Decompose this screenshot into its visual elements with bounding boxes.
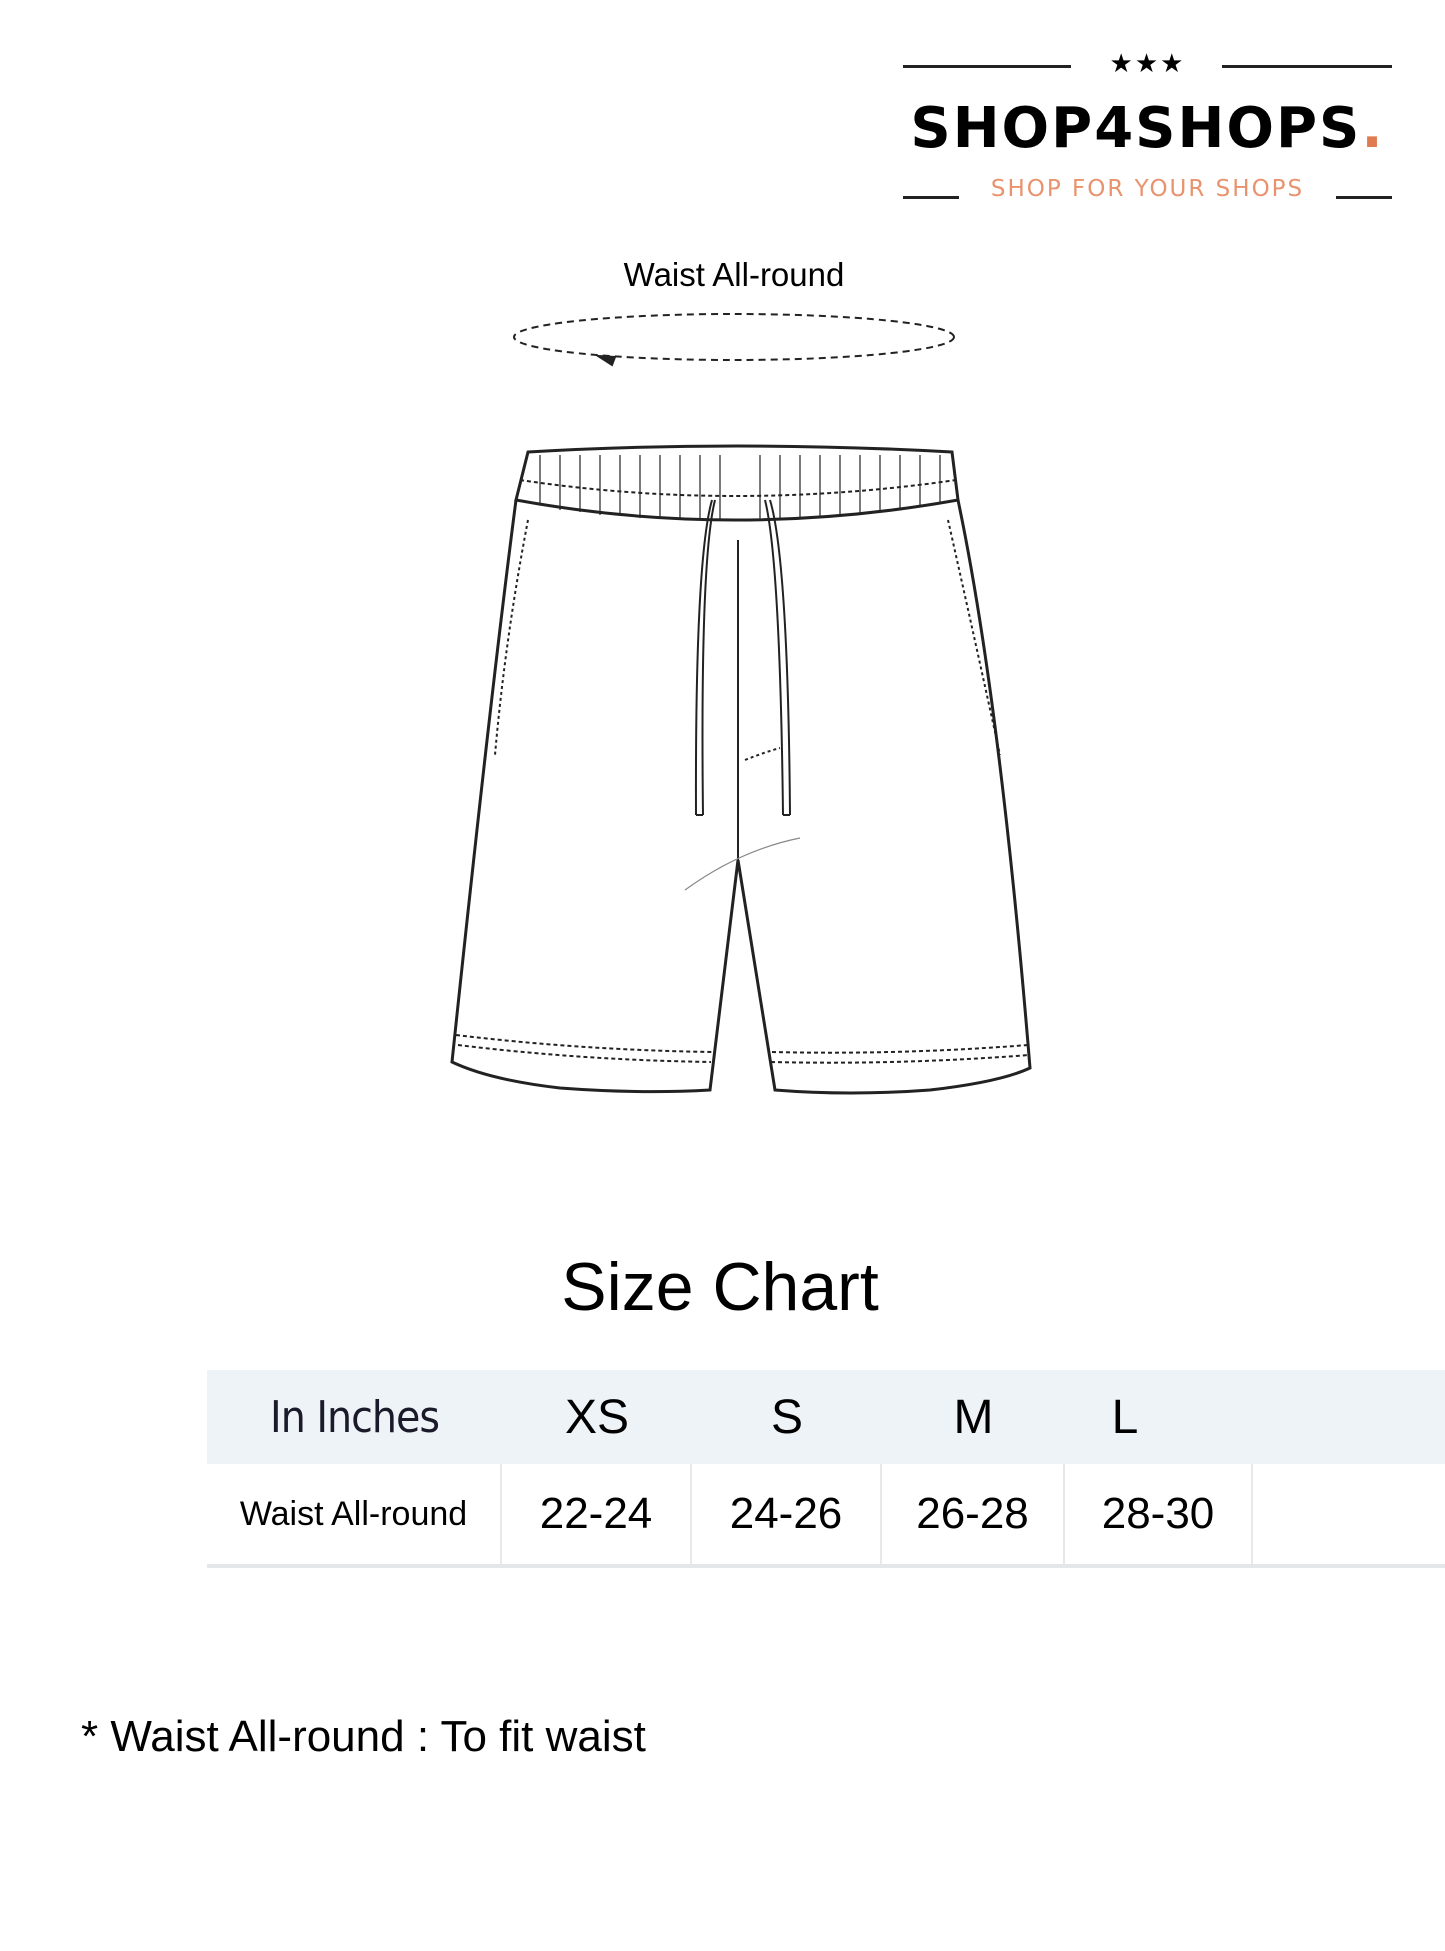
brand-name: SHOP4SHOPS. [900,96,1395,161]
header-cell: In Inches [270,1391,440,1443]
footnote: * Waist All-round : To fit waist [81,1712,646,1761]
size-table: In Inches XS S M L Waist All-round 22-24… [207,1370,1445,1568]
header-cell: S [770,1390,803,1444]
page-title: Size Chart [561,1249,879,1325]
header-cell [1253,1370,1445,1464]
shorts-diagram [450,313,1032,1095]
table-cell: 28-30 [1065,1464,1253,1564]
table-header: In Inches XS S M L [207,1370,1445,1464]
waist-measure-ellipse [513,313,955,361]
tagline: SHOP FOR YOUR SHOPS [990,176,1305,202]
header-cell: XS [564,1390,630,1444]
table-cell: 26-28 [882,1464,1065,1564]
brand-dot: . [1361,96,1385,161]
divider [1222,65,1392,68]
brand-text: SHOP4SHOPS [910,96,1362,161]
row-label: Waist All-round [207,1464,502,1564]
arrow-icon [594,354,617,367]
table-cell: 24-26 [692,1464,882,1564]
logo: ★★★ SHOP4SHOPS. SHOP FOR YOUR SHOPS [900,48,1395,208]
divider [1336,196,1392,199]
waist-label: Waist All-round [623,256,845,293]
table-row: Waist All-round 22-24 24-26 26-28 28-30 [207,1464,1445,1568]
table-cell [1253,1464,1445,1564]
header-cell: M [953,1390,994,1444]
divider [903,65,1071,68]
table-cell: 22-24 [502,1464,692,1564]
stars-icon: ★★★ [1109,48,1186,78]
divider [903,196,959,199]
header-cell: L [1111,1390,1139,1444]
